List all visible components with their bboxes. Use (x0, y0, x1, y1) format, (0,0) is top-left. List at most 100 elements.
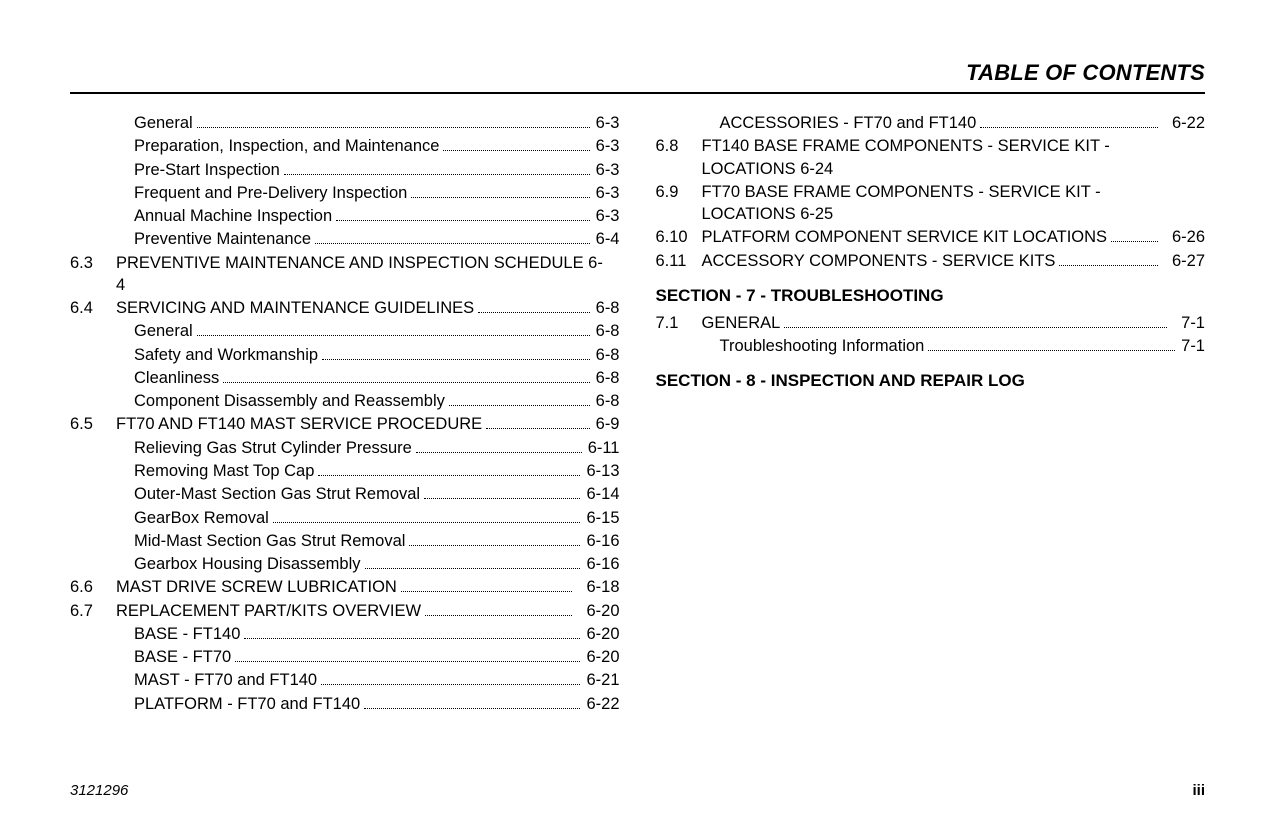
toc-entry-number: 7.1 (656, 312, 702, 334)
toc-entry-label: Preparation, Inspection, and Maintenance (134, 135, 439, 157)
toc-subentry: Preventive Maintenance6-4 (70, 228, 620, 250)
toc-subentry: PLATFORM - FT70 and FT140 6-22 (70, 693, 620, 715)
toc-entry-page: 6-20 (584, 623, 619, 645)
toc-entry-body: Removing Mast Top Cap6-13 (116, 460, 620, 482)
toc-entry-label: MAST DRIVE SCREW LUBRICATION (116, 576, 397, 598)
toc-entry-label: Annual Machine Inspection (134, 205, 332, 227)
toc-column-right: ACCESSORIES - FT70 and FT1406-226.8FT140… (656, 112, 1206, 716)
toc-entry-page: 6-21 (584, 669, 619, 691)
page-number: iii (1192, 782, 1205, 799)
toc-leader-dots (478, 312, 589, 313)
toc-subentry: Frequent and Pre-Delivery Inspection6-3 (70, 182, 620, 204)
toc-entry-number (70, 693, 116, 715)
toc-entry-body: Gearbox Housing Disassembly 6-16 (116, 553, 620, 575)
toc-entry-label: PREVENTIVE MAINTENANCE AND INSPECTION SC… (116, 252, 604, 297)
toc-entry-number (70, 623, 116, 645)
toc-entry-number (656, 335, 702, 357)
toc-subentry: Relieving Gas Strut Cylinder Pressure6-1… (70, 437, 620, 459)
page-footer: 3121296 iii (70, 782, 1205, 799)
toc-entry-body: Preparation, Inspection, and Maintenance… (116, 135, 620, 157)
page: TABLE OF CONTENTS General6-3Preparation,… (0, 0, 1275, 825)
toc-leader-dots (364, 708, 580, 709)
toc-entry-label: Troubleshooting Information (720, 335, 925, 357)
toc-leader-dots (401, 591, 573, 592)
toc-subentry: Annual Machine Inspection 6-3 (70, 205, 620, 227)
toc-entry-body: BASE - FT140 6-20 (116, 623, 620, 645)
toc-entry-number: 6.3 (70, 252, 116, 297)
toc-entry-number (70, 646, 116, 668)
toc-entry-body: ACCESSORY COMPONENTS - SERVICE KITS6-27 (702, 250, 1206, 272)
toc-leader-dots (1111, 241, 1158, 242)
toc-entry-page: 6-3 (594, 135, 620, 157)
toc-subentry: Mid-Mast Section Gas Strut Removal6-16 (70, 530, 620, 552)
toc-entry-page: 6-20 (584, 646, 619, 668)
toc-leader-dots (928, 350, 1175, 351)
toc-entry-number: 6.4 (70, 297, 116, 319)
toc-entry-label: General (134, 320, 193, 342)
toc-entry-label: PLATFORM COMPONENT SERVICE KIT LOCATIONS (702, 226, 1108, 248)
toc-subentry: Removing Mast Top Cap6-13 (70, 460, 620, 482)
toc-entry-body: Annual Machine Inspection 6-3 (116, 205, 620, 227)
toc-leader-dots (321, 684, 580, 685)
toc-entry-label: PLATFORM - FT70 and FT140 (134, 693, 360, 715)
toc-column-left: General6-3Preparation, Inspection, and M… (70, 112, 620, 716)
toc-entry-label: Gearbox Housing Disassembly (134, 553, 361, 575)
toc-entry-body: MAST - FT70 and FT1406-21 (116, 669, 620, 691)
toc-entry-number: 6.7 (70, 600, 116, 622)
toc-entry-page: 6-14 (584, 483, 619, 505)
toc-entry-body: GENERAL7-1 (702, 312, 1206, 334)
toc-entry-label: BASE - FT140 (134, 623, 240, 645)
toc-entry-label: Preventive Maintenance (134, 228, 311, 250)
toc-entry-page: 6-3 (594, 205, 620, 227)
toc-entry-page: 6-8 (594, 344, 620, 366)
toc-entry-label: Cleanliness (134, 367, 219, 389)
toc-leader-dots (425, 615, 572, 616)
toc-leader-dots (443, 150, 589, 151)
toc-leader-dots (315, 243, 590, 244)
toc-entry: 6.9FT70 BASE FRAME COMPONENTS - SERVICE … (656, 181, 1206, 226)
toc-entry-page: 6-22 (584, 693, 619, 715)
toc-entry-label: General (134, 112, 193, 134)
toc-entry-body: FT70 AND FT140 MAST SERVICE PROCEDURE6-9 (116, 413, 620, 435)
toc-subentry: Pre-Start Inspection6-3 (70, 159, 620, 181)
toc-entry-body: General6-8 (116, 320, 620, 342)
toc-entry-page: 6-3 (594, 112, 620, 134)
toc-entry-body: MAST DRIVE SCREW LUBRICATION6-18 (116, 576, 620, 598)
toc-leader-dots (365, 568, 581, 569)
toc-entry: 6.7REPLACEMENT PART/KITS OVERVIEW6-20 (70, 600, 620, 622)
toc-leader-dots (273, 522, 581, 523)
toc-leader-dots (336, 220, 590, 221)
toc-entry-page: 6-8 (594, 367, 620, 389)
toc-entry-page: 7-1 (1171, 312, 1205, 334)
toc-entry-page: 6-8 (594, 390, 620, 412)
toc-entry-label: FT140 BASE FRAME COMPONENTS - SERVICE KI… (702, 135, 1190, 180)
toc-entry: 6.5FT70 AND FT140 MAST SERVICE PROCEDURE… (70, 413, 620, 435)
toc-entry-number (70, 669, 116, 691)
toc-entry-number (70, 112, 116, 134)
toc-entry-body: Preventive Maintenance6-4 (116, 228, 620, 250)
toc-entry-number (70, 228, 116, 250)
toc-entry-page: 6-16 (584, 553, 619, 575)
toc-subentry: BASE - FT706-20 (70, 646, 620, 668)
toc-leader-dots (449, 405, 590, 406)
toc-subentry: GearBox Removal6-15 (70, 507, 620, 529)
toc-entry-number (70, 530, 116, 552)
toc-entry-number (70, 507, 116, 529)
toc-entry-page: 6-26 (1162, 226, 1205, 248)
toc-entry-body: FT70 BASE FRAME COMPONENTS - SERVICE KIT… (702, 181, 1206, 226)
toc-entry-page: 6-11 (586, 437, 620, 459)
toc-entry-body: REPLACEMENT PART/KITS OVERVIEW6-20 (116, 600, 620, 622)
toc-entry-body: Outer-Mast Section Gas Strut Removal6-14 (116, 483, 620, 505)
toc-entry-body: FT140 BASE FRAME COMPONENTS - SERVICE KI… (702, 135, 1206, 180)
toc-entry-label: FT70 BASE FRAME COMPONENTS - SERVICE KIT… (702, 181, 1190, 226)
toc-leader-dots (411, 197, 589, 198)
toc-entry-label: Component Disassembly and Reassembly (134, 390, 445, 412)
toc-section-heading: SECTION - 8 - INSPECTION AND REPAIR LOG (656, 371, 1206, 391)
toc-entry-body: PREVENTIVE MAINTENANCE AND INSPECTION SC… (116, 252, 620, 297)
toc-entry-label: ACCESSORIES - FT70 and FT140 (720, 112, 977, 134)
toc-entry-page: 6-15 (584, 507, 619, 529)
toc-subentry: General 6-3 (70, 112, 620, 134)
toc-entry-label: FT70 AND FT140 MAST SERVICE PROCEDURE (116, 413, 482, 435)
toc-entry-number (656, 112, 702, 134)
toc-entry-body: Component Disassembly and Reassembly 6-8 (116, 390, 620, 412)
